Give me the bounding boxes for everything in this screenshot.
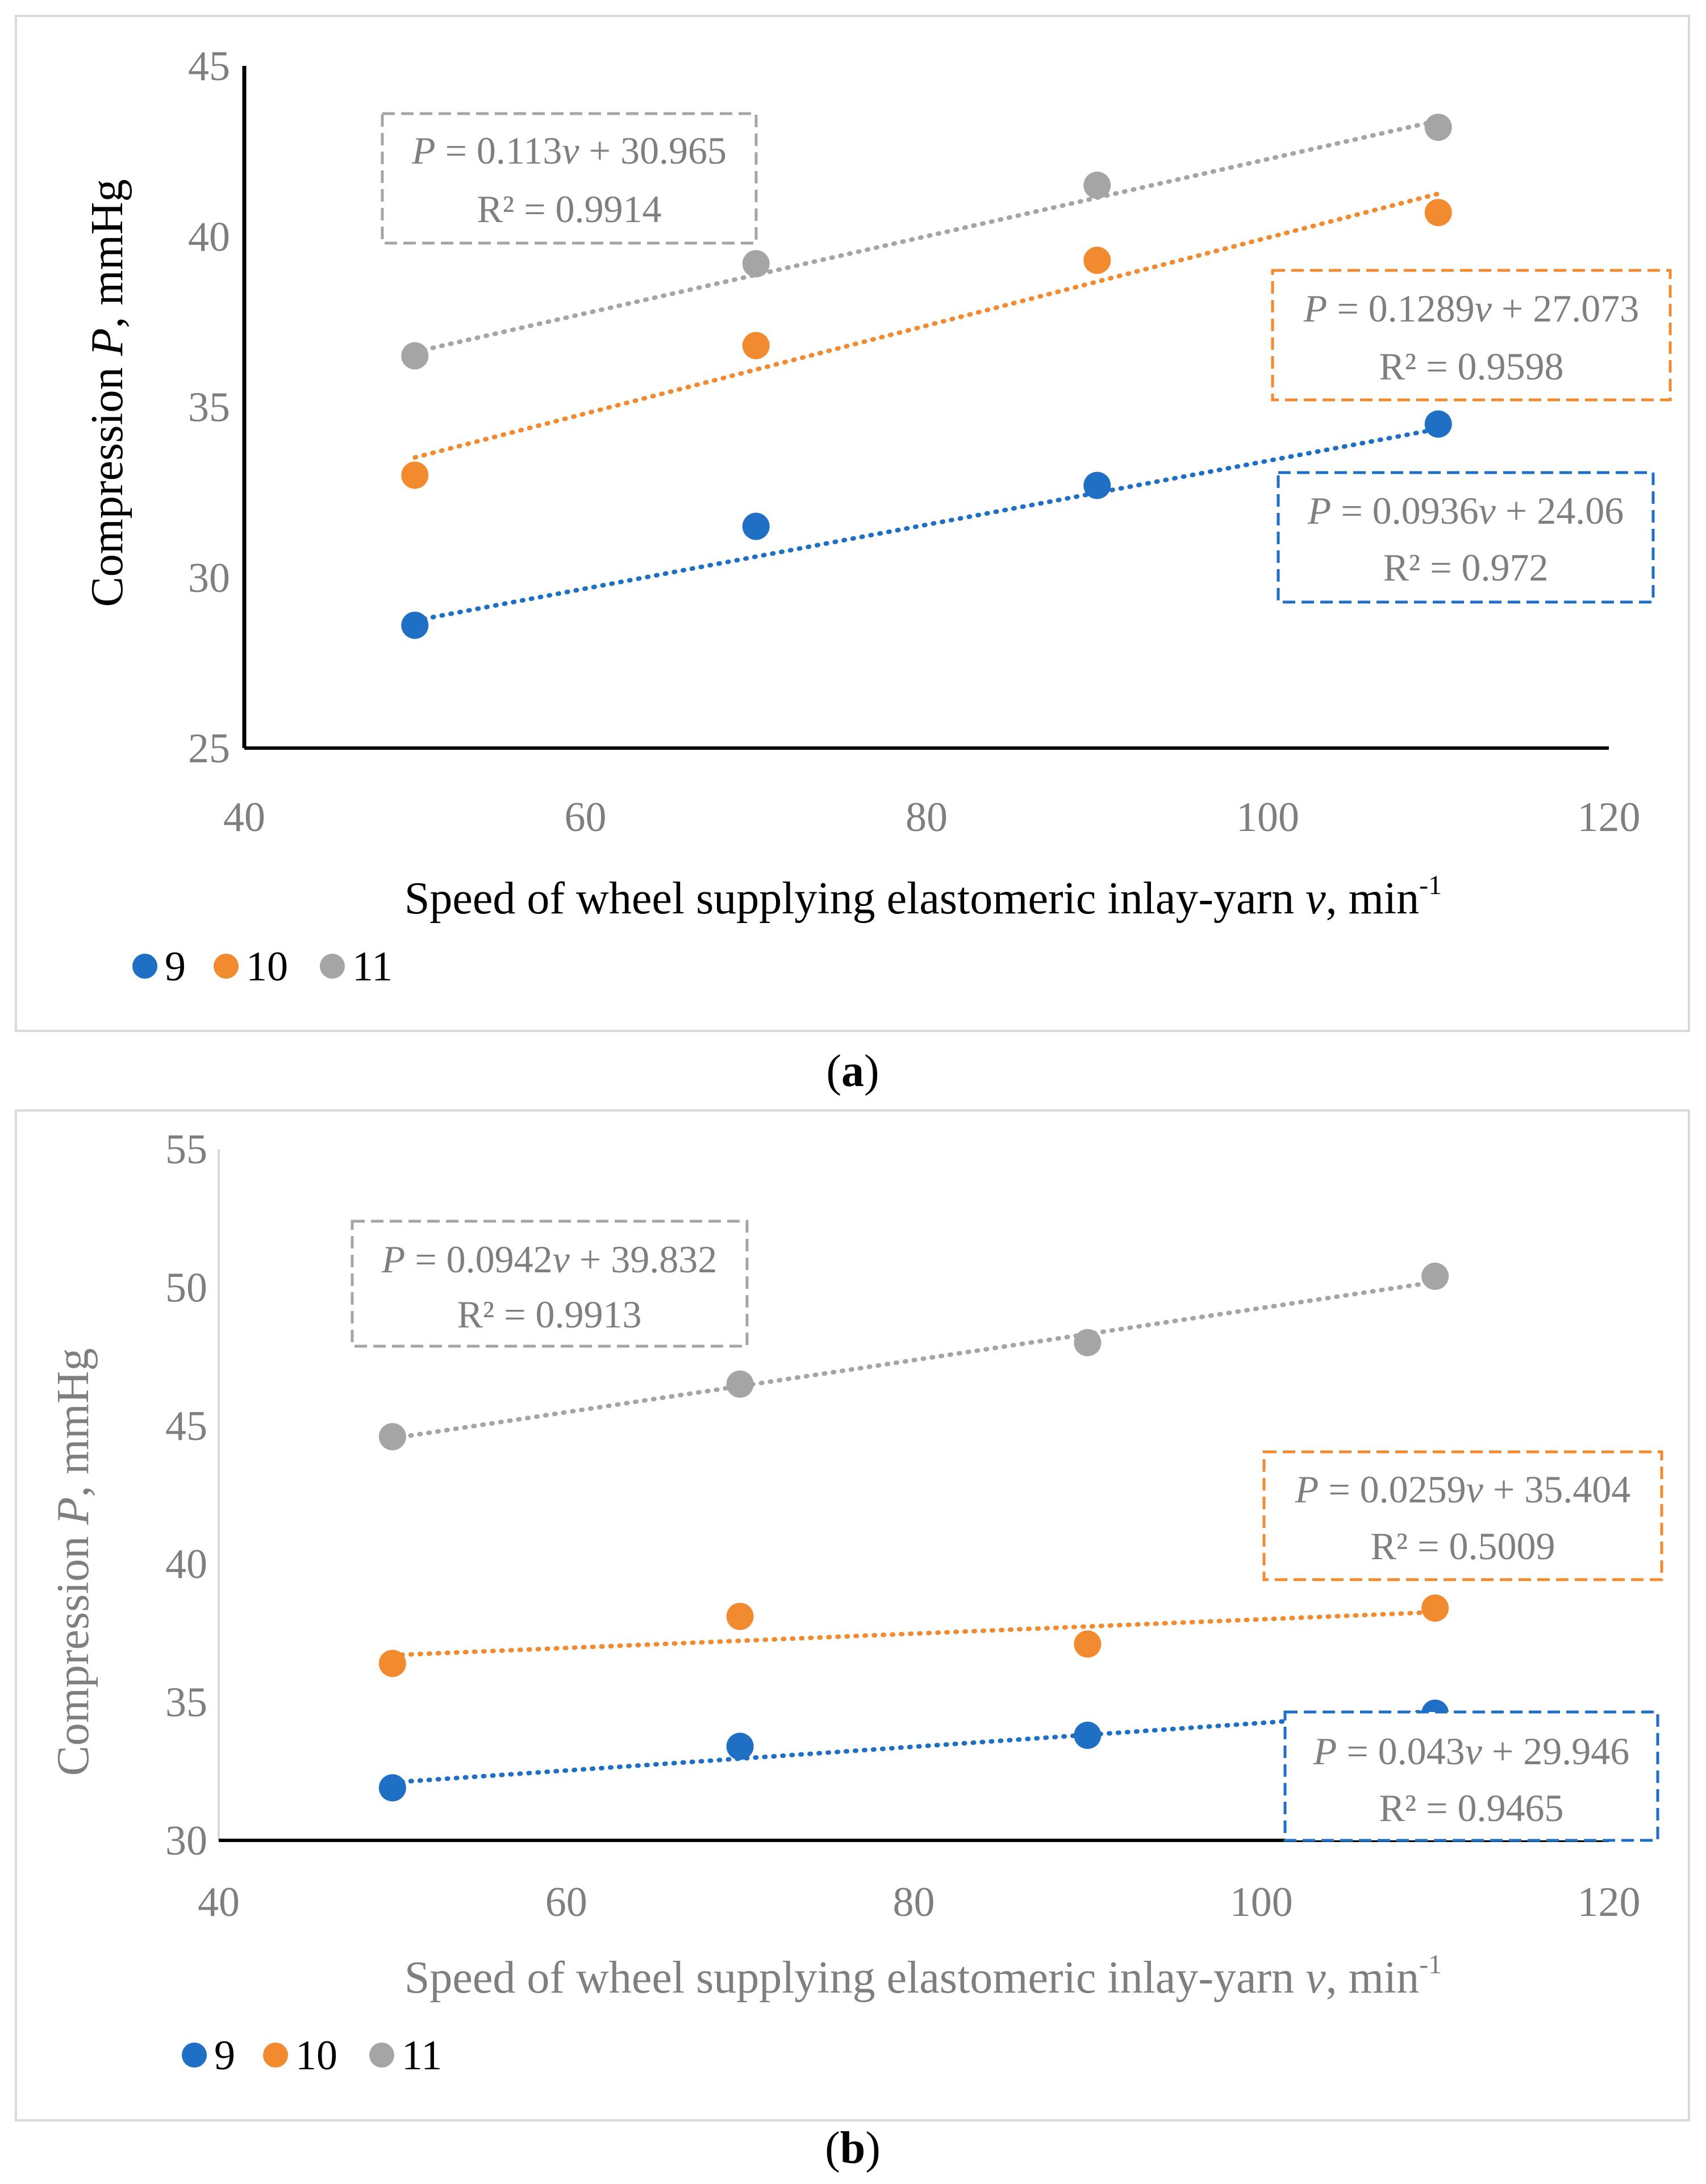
chart-a-point-11: [401, 342, 429, 370]
chart-a-trendline-label-9: P = 0.0936v + 24.06 R² = 0.972: [1277, 471, 1655, 604]
chart-a-y-tick-label: 25: [188, 725, 230, 772]
chart-a-x-tick-label: 80: [906, 794, 948, 841]
chart-b-y-tick-label: 35: [165, 1680, 207, 1726]
chart-b-y-tick-label: 45: [165, 1403, 207, 1450]
chart-a-trendline-label-10: P = 0.1289v + 27.073 R² = 0.9598: [1271, 269, 1672, 402]
chart-b-point-10: [1074, 1630, 1102, 1658]
chart-b-x-tick-label: 100: [1230, 1879, 1293, 1926]
chart-b-trendline-10: [390, 1610, 1438, 1657]
chart-a-point-9: [1083, 471, 1111, 499]
svg-text:11: 11: [352, 943, 393, 990]
chart-b-y-axis-title: Compression P, mmHg: [48, 1348, 98, 1776]
chart-a-trendline-label-11: P = 0.113v + 30.965 R² = 0.9914: [381, 112, 758, 245]
caption-b: (b): [825, 2123, 881, 2173]
chart-b-plot: 30 35 40 45 50 55 40 60 80 100 120: [165, 1126, 1641, 1926]
chart-b-x-axis-title: Speed of wheel supplying elastomeric inl…: [404, 1949, 1442, 2003]
chart-b-legend-item-10: 10: [263, 2032, 337, 2079]
chart-b-point-9: [726, 1732, 754, 1760]
chart-b-point-11: [1074, 1329, 1102, 1356]
chart-a-trendline-9: [412, 427, 1441, 623]
chart-b-trendline-label-9: P = 0.043v + 29.946 R² = 0.9465: [1283, 1710, 1659, 1842]
svg-text:R² = 0.9913: R² = 0.9913: [457, 1293, 641, 1336]
chart-a-y-tick-label: 35: [188, 385, 230, 431]
panel-a: 25 30 35 40 45 40 60 80 100 120 Compression P, mm…: [15, 15, 1690, 1032]
chart-a-x-tick-label: 120: [1578, 794, 1641, 841]
chart-b-trendline-9: [390, 1709, 1438, 1785]
svg-text:R² = 0.972: R² = 0.972: [1383, 546, 1548, 589]
chart-b-y-tick-label: 50: [165, 1264, 207, 1311]
chart-b-trendline-label-10: P = 0.0259v + 35.404 R² = 0.5009: [1262, 1450, 1663, 1581]
chart-a-legend-item-11: 11: [320, 943, 393, 990]
chart-a-x-tick-label: 100: [1236, 794, 1299, 841]
chart-a-point-11: [742, 250, 770, 278]
chart-b-point-9: [1074, 1722, 1102, 1749]
svg-text:P = 0.113v + 30.965: P = 0.113v + 30.965: [411, 129, 727, 172]
caption-a: (a): [826, 1046, 879, 1096]
chart-b-point-11: [1421, 1262, 1449, 1290]
chart-a-y-tick-label: 45: [188, 43, 230, 90]
svg-text:P = 0.0936v + 24.06: P = 0.0936v + 24.06: [1307, 489, 1624, 532]
chart-b-point-10: [726, 1602, 754, 1630]
chart-b-legend-item-11: 11: [369, 2032, 442, 2079]
chart-a-point-10: [1083, 247, 1111, 274]
chart-b-trendline-11: [390, 1279, 1438, 1441]
chart-a-point-9: [1424, 410, 1452, 438]
chart-a-plot: 25 30 35 40 45 40 60 80 100 120: [188, 43, 1641, 841]
chart-a-point-10: [742, 332, 770, 360]
svg-text:11: 11: [402, 2032, 442, 2079]
chart-a-legend-item-10: 10: [214, 943, 288, 990]
chart-b-point-10: [1421, 1594, 1449, 1622]
chart-b-point-11: [378, 1423, 406, 1451]
chart-b-y-tick-label: 40: [165, 1541, 207, 1588]
chart-b-x-tick-label: 120: [1578, 1879, 1641, 1926]
chart-a-trendline-11: [412, 118, 1441, 354]
chart-a-x-tick-label: 60: [565, 794, 607, 841]
chart-b-trendline-label-11: P = 0.0942v + 39.832 R² = 0.9913: [351, 1220, 749, 1348]
chart-a-legend: 9 10 11: [132, 943, 393, 990]
chart-a-legend-item-9: 9: [132, 943, 186, 990]
panel-b: 30 35 40 45 50 55 40 60 80 100 120 Compression P, …: [15, 1109, 1690, 2122]
chart-a-point-10: [401, 461, 429, 489]
chart-b-point-9: [378, 1774, 406, 1802]
svg-text:9: 9: [165, 943, 186, 990]
svg-text:10: 10: [295, 2032, 337, 2079]
chart-b-x-tick-label: 40: [198, 1879, 240, 1926]
chart-a-point-11: [1083, 172, 1111, 199]
chart-a-y-tick-label: 30: [188, 555, 230, 602]
chart-a-x-tick-label: 40: [223, 794, 265, 841]
chart-b-legend: 9 10 11: [182, 2032, 442, 2079]
chart-a-y-tick-label: 40: [188, 214, 230, 260]
chart-b-y-tick-label: 55: [165, 1126, 207, 1173]
chart-a-point-10: [1424, 199, 1452, 227]
svg-text:R² = 0.9598: R² = 0.9598: [1379, 345, 1563, 388]
chart-a-y-axis-title: Compression P, mmHg: [82, 179, 132, 607]
chart-a-point-11: [1424, 114, 1452, 141]
svg-text:P = 0.043v + 29.946: P = 0.043v + 29.946: [1313, 1730, 1629, 1773]
svg-text:P = 0.0942v + 39.832: P = 0.0942v + 39.832: [381, 1238, 717, 1281]
svg-text:10: 10: [246, 943, 288, 990]
chart-b-point-10: [378, 1650, 406, 1677]
chart-a-point-9: [401, 611, 429, 639]
chart-b-y-tick-label: 30: [165, 1818, 207, 1864]
svg-text:P = 0.0259v + 35.404: P = 0.0259v + 35.404: [1295, 1468, 1630, 1511]
svg-text:R² = 0.9465: R² = 0.9465: [1379, 1786, 1563, 1830]
chart-b-x-tick-label: 80: [893, 1879, 935, 1926]
chart-a-trendline-10: [412, 191, 1441, 460]
chart-b-point-11: [726, 1370, 754, 1398]
svg-text:9: 9: [214, 2032, 235, 2079]
chart-b-legend-item-9: 9: [182, 2032, 235, 2079]
chart-a-point-9: [742, 512, 770, 540]
chart-a-x-axis-title: Speed of wheel supplying elastomeric inl…: [404, 870, 1442, 924]
svg-text:R² = 0.5009: R² = 0.5009: [1370, 1525, 1555, 1568]
chart-b-x-tick-label: 60: [545, 1879, 587, 1926]
svg-text:P = 0.1289v + 27.073: P = 0.1289v + 27.073: [1303, 287, 1639, 330]
svg-text:R² = 0.9914: R² = 0.9914: [477, 187, 661, 231]
